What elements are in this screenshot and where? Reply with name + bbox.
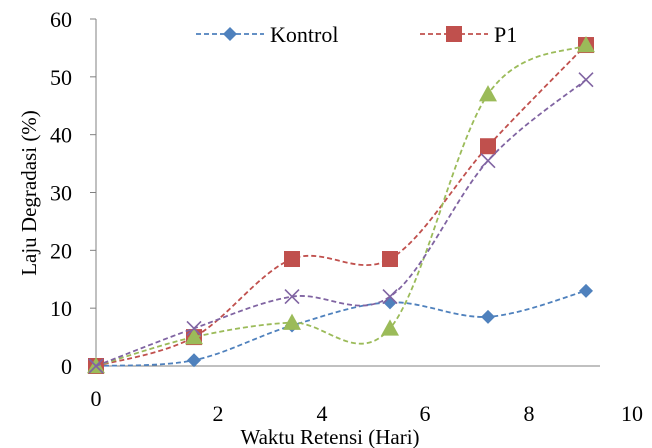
series-4-point-stroke [88,358,104,374]
y-tick-label: 10 [50,296,72,321]
series-4-point-stroke [480,153,496,169]
y-tick-label: 0 [61,354,72,379]
series-4-point [88,358,104,374]
x-tick-label: 10 [621,401,643,426]
y-tick-label: 30 [50,181,72,206]
x-axis-title: Waktu Retensi (Hari) [240,425,419,448]
series-4-line [95,79,587,367]
series-1-point [481,309,495,324]
x-tick-label: 6 [420,401,431,426]
series-4-point-stroke [284,289,300,305]
series-4-point [284,289,300,305]
y-tick-label: 20 [50,238,72,263]
legend-marker [223,27,237,41]
series-2-point [382,251,398,268]
series-1-line [95,289,587,367]
series-1 [89,283,593,373]
series-3-point [577,36,595,53]
series-3-point [381,319,399,336]
x-tick-label: 2 [213,401,224,426]
series-3-point [283,313,301,330]
series-3-point [185,328,203,345]
series-4 [88,72,594,374]
y-tick-label: 50 [50,65,72,90]
y-tick-label: 60 [50,7,72,32]
series-4-point [186,320,202,336]
series-4-point-stroke [578,72,594,88]
x-tick-label: 0 [91,386,102,411]
series-4-point [382,289,398,305]
y-tick-label: 40 [50,123,72,148]
series-3-line [95,44,587,367]
series-4-point-stroke [382,289,398,305]
series-4-point [578,72,594,88]
legend-entry-1: Kontrol [196,22,338,47]
legend-label: Kontrol [270,22,338,47]
series-1-point [187,353,201,368]
legend-label: P1 [494,22,517,47]
series-4-point [480,153,496,169]
series-2-line [95,44,587,367]
series-2-point [480,138,496,155]
series-2 [88,37,594,374]
series-1-point [579,283,593,298]
legend-entry-2: P1 [420,22,517,47]
legend-marker [446,26,462,42]
axis-labels: Waktu Retensi (Hari) Laju Degradasi (%) [17,110,420,448]
y-axis-title: Laju Degradasi (%) [17,110,41,276]
series-4-point-stroke [186,320,202,336]
series-3 [87,36,595,374]
x-tick-label: 8 [524,401,535,426]
series-layer [87,36,595,374]
legend: Kontrol P1 [196,22,517,47]
series-3-point [479,85,497,102]
axes: 0 10 20 30 40 50 60 0 2 4 6 8 10 [50,7,643,426]
series-2-point [284,251,300,268]
x-tick-label: 4 [317,401,328,426]
